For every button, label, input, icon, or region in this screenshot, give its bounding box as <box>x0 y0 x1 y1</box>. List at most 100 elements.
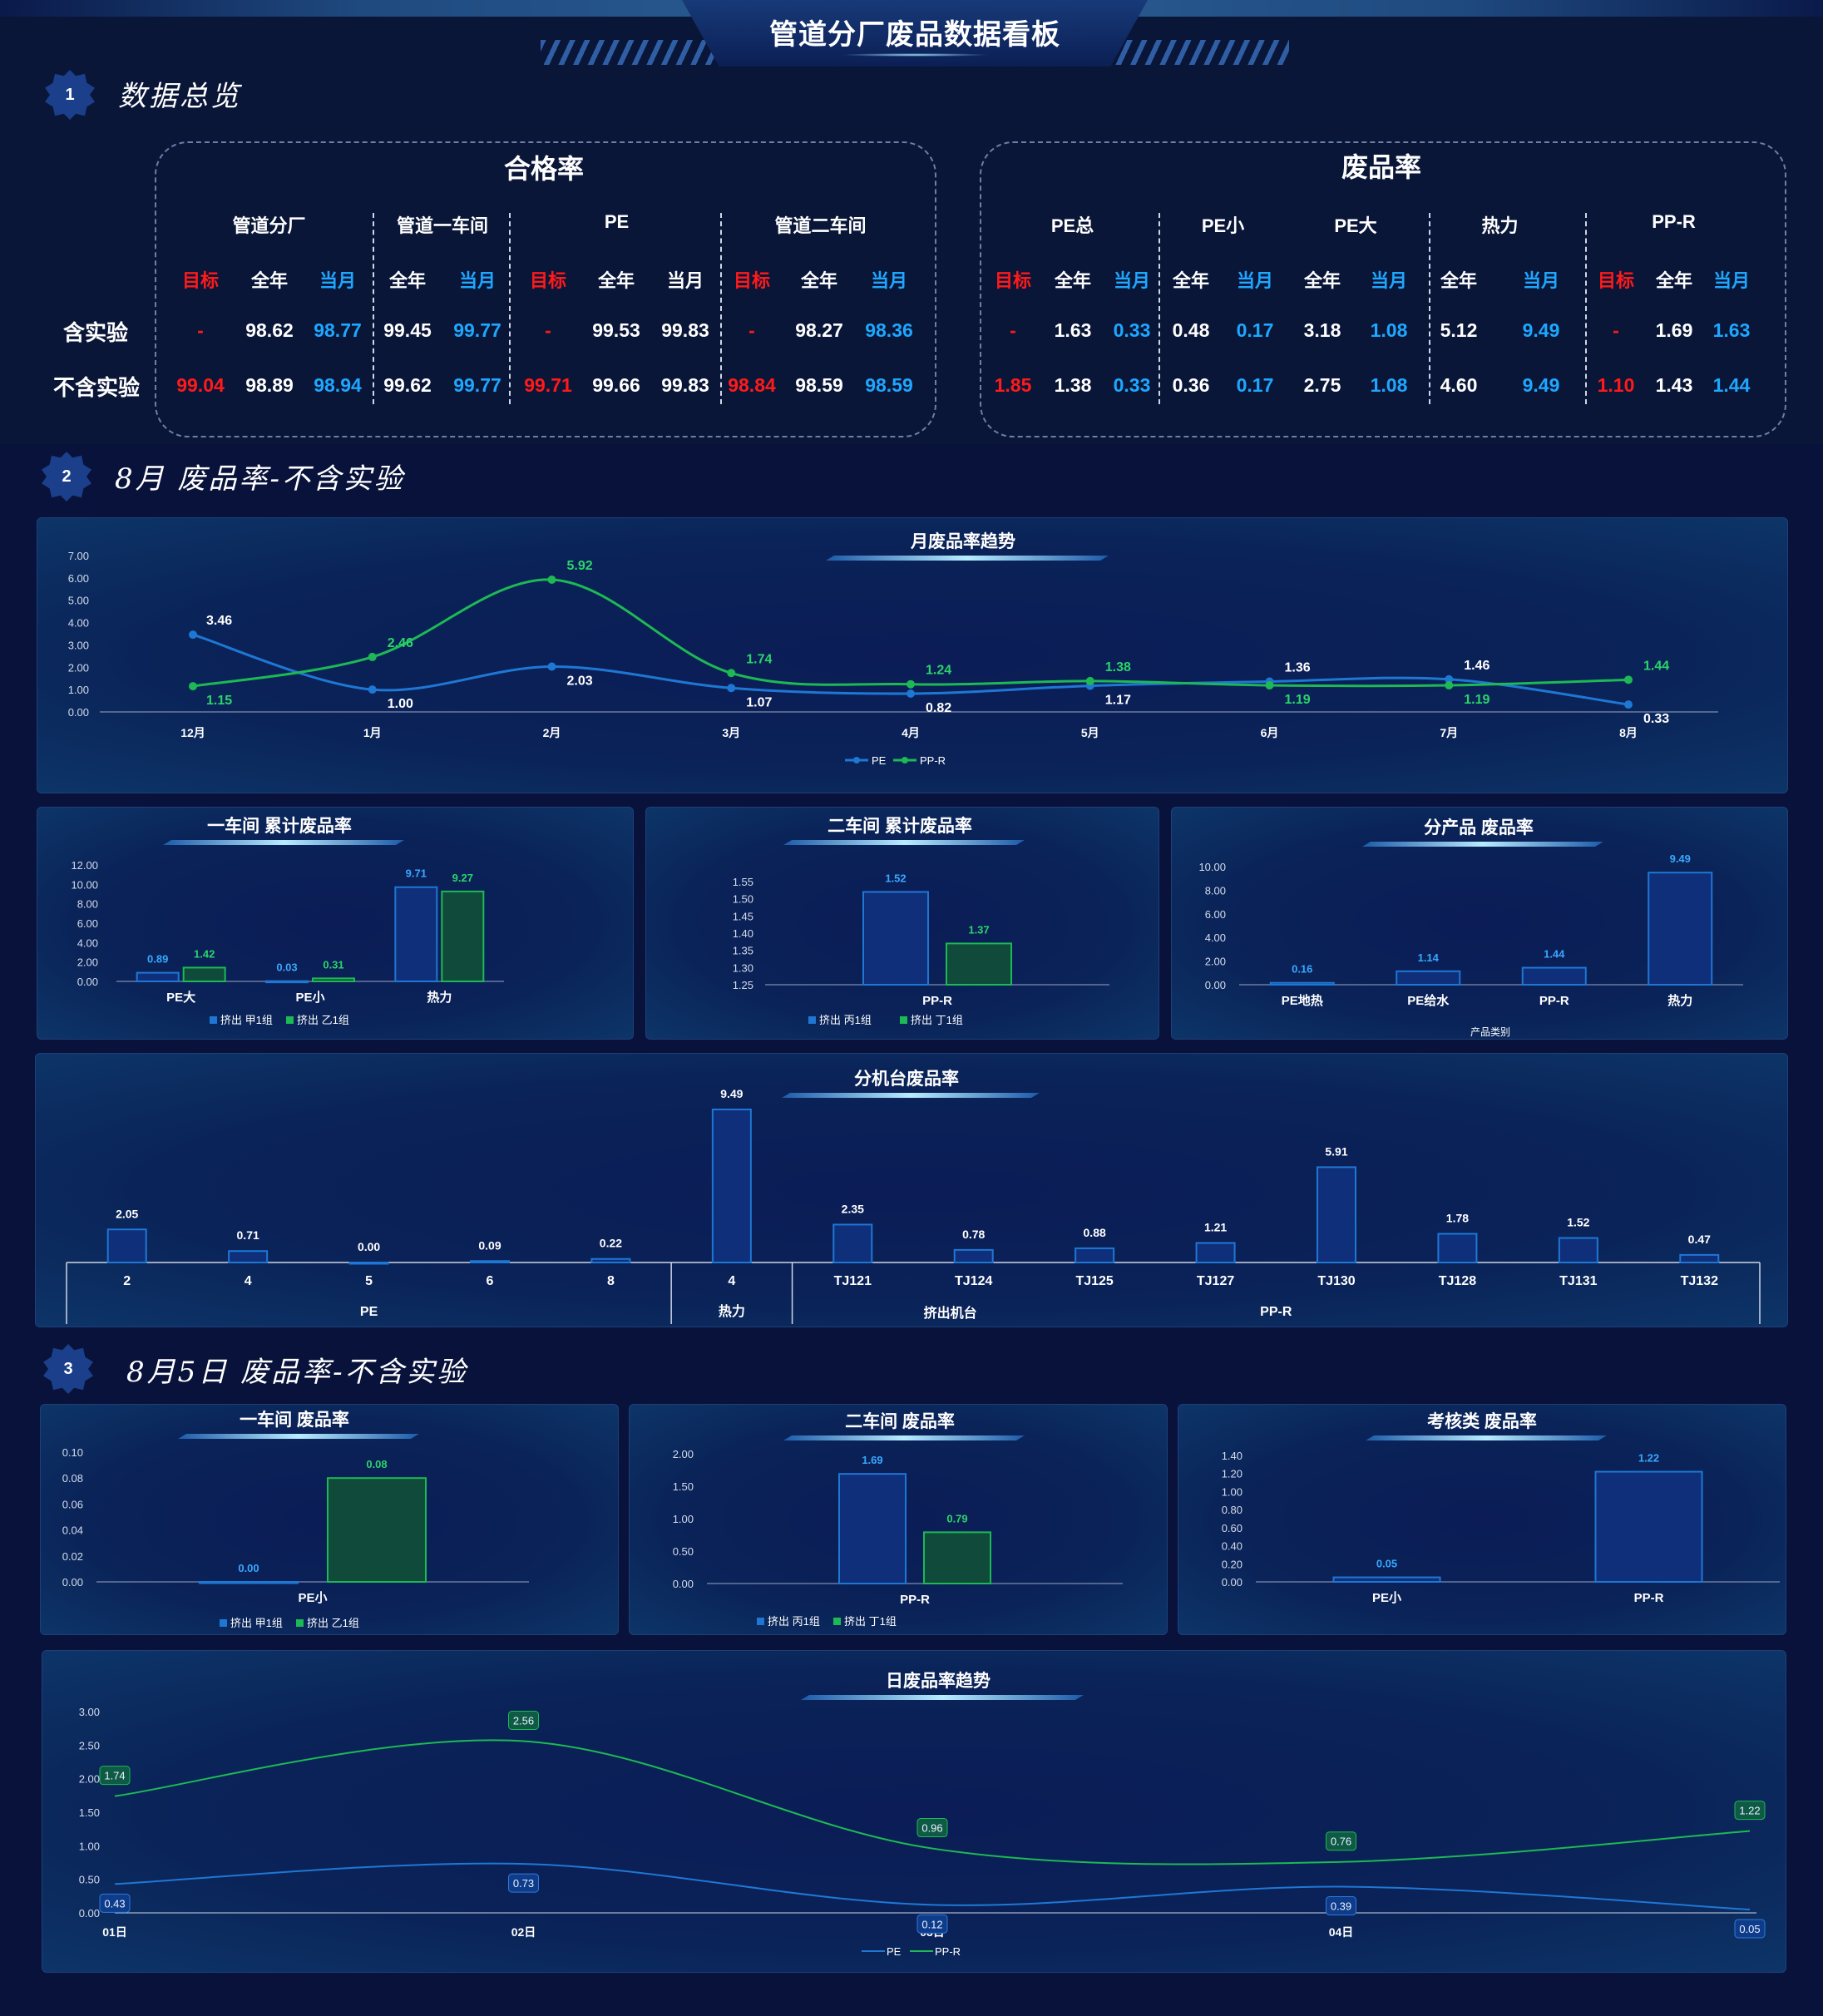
machine-xtick-9: TJ127 <box>1197 1274 1234 1288</box>
daily-label-box-PE-3 <box>1326 1896 1356 1916</box>
d_ws2-ytick-1: 0.50 <box>673 1545 694 1558</box>
monthly-point-PE-8 <box>1624 700 1633 709</box>
qualified-group-2-col-2-without-test: 99.83 <box>661 374 709 396</box>
monthly-ytick-6: 6.00 <box>68 572 89 585</box>
monthly-point-PP-R-7 <box>1445 681 1454 690</box>
daily-legend-label-PE: PE <box>887 1945 902 1958</box>
prod-ytick-4: 8.00 <box>1205 884 1226 897</box>
d_ws1-ytick-0: 0.00 <box>62 1576 83 1589</box>
scrap-group-2-col-0-without-test: 2.75 <box>1303 374 1341 396</box>
d_assess-xtick-1: PP-R <box>1634 1591 1664 1605</box>
scrap-group-2-col-1-header: 当月 <box>1370 270 1407 291</box>
daily-ytick-3: 1.50 <box>79 1806 100 1819</box>
monthly-point-PP-R-2 <box>547 576 556 585</box>
machine-xtick-0: 2 <box>123 1274 131 1288</box>
monthly-xtick-6: 6月 <box>1261 726 1279 739</box>
monthly-point-PE-1 <box>368 685 377 694</box>
qualified-group-1-col-1-without-test: 99.77 <box>453 374 501 396</box>
machine-label-2: 0.00 <box>358 1240 380 1253</box>
daily-ytick-4: 2.00 <box>79 1773 100 1786</box>
machine-chart-title: 分机台废品率 <box>854 1069 959 1089</box>
ws1-xtick-2: 热力 <box>427 990 452 1005</box>
ws1-bar-1-0 <box>182 966 226 983</box>
monthly-label-PP-R-6: 1.19 <box>1285 693 1311 707</box>
scrap-group-4-col-1-without-test: 1.43 <box>1655 374 1693 396</box>
monthly-label-PE-4: 0.82 <box>926 701 951 715</box>
daily-xtick-3: 04日 <box>1329 1925 1354 1939</box>
scrap-group-0-col-1-with-test: 1.63 <box>1054 319 1092 341</box>
ws1-bar-1-2 <box>441 890 485 982</box>
machine-label-1: 0.71 <box>237 1228 259 1242</box>
daily-label-box-PE-2 <box>916 1914 948 1934</box>
monthly-point-PP-R-0 <box>189 682 197 691</box>
scrap-group-2-col-0-with-test: 3.18 <box>1303 319 1341 341</box>
daily-line-PP-R <box>114 1739 1751 1865</box>
d_ws2-legend-label-1: 挤出 丁1组 <box>844 1615 897 1628</box>
d_ws2-legend-label-0: 挤出 丙1组 <box>768 1615 820 1628</box>
monthly-label-PE-6: 1.36 <box>1285 660 1311 674</box>
qualified-group-0-col-2-without-test: 98.94 <box>314 374 362 396</box>
qualified-group-3-col-2-with-test: 98.36 <box>865 319 913 341</box>
scrap-group-1-col-1-header: 当月 <box>1236 270 1273 291</box>
machine-chart-title-underline <box>782 1093 1040 1098</box>
prod-chart-title-underline <box>1362 842 1603 847</box>
scrap-group-0-col-2-without-test: 0.33 <box>1113 374 1151 396</box>
machine-bar-8 <box>1075 1247 1115 1264</box>
row-label-with-test: 含实验 <box>63 320 129 345</box>
ws2-bar-0-0 <box>862 891 929 986</box>
monthly-xtick-2: 2月 <box>543 726 561 739</box>
daily-xtick-1: 02日 <box>511 1925 536 1939</box>
machine-bar-5 <box>711 1109 752 1263</box>
qualified-group-3-col-2-header: 当月 <box>870 270 907 291</box>
section-1-badge: 1 <box>45 70 95 120</box>
scrap-group-0-col-0-with-test: - <box>1010 319 1016 341</box>
monthly-legend-dot-PP-R <box>902 757 908 763</box>
d_ws2-ytick-0: 0.00 <box>673 1578 694 1590</box>
title-decoration-right <box>1098 40 1289 65</box>
qualified-group-1-col-0-header: 全年 <box>388 270 426 291</box>
d_ws1-ytick-1: 0.02 <box>62 1550 83 1563</box>
monthly-chart-title-underline <box>826 556 1109 561</box>
prod-label-0-0: 0.16 <box>1292 963 1312 976</box>
daily-label-PE-0: 0.43 <box>104 1897 125 1910</box>
scrap-separator-0 <box>1159 213 1160 404</box>
title-decoration-left <box>541 40 732 65</box>
d_ws1-legend-swatch-1 <box>296 1619 304 1627</box>
machine-label-12: 1.52 <box>1567 1216 1589 1229</box>
monthly-label-PE-1: 1.00 <box>388 697 413 711</box>
daily-label-box-PE-4 <box>1734 1919 1766 1939</box>
scrap-group-1-col-0-header: 全年 <box>1172 270 1209 291</box>
ws1-bar-0-1 <box>265 980 309 984</box>
machine-group-2: PP-R <box>1260 1305 1292 1319</box>
qualified-group-0-col-1-with-test: 98.62 <box>245 319 294 341</box>
daily-label-PE-1: 0.73 <box>513 1877 534 1890</box>
d_assess-ytick-3: 0.60 <box>1222 1522 1243 1534</box>
prod-ytick-1: 2.00 <box>1205 956 1226 968</box>
machine-xtick-3: 6 <box>487 1274 494 1288</box>
qualified-group-1-name: 管道一车间 <box>396 215 488 236</box>
monthly-label-PP-R-5: 1.38 <box>1105 660 1131 674</box>
qualified-group-0-col-0-header: 目标 <box>181 270 219 291</box>
scrap-group-2-col-1-with-test: 1.08 <box>1370 319 1408 341</box>
d_assess-ytick-1: 0.20 <box>1222 1558 1243 1570</box>
d_assess-label-0-1: 1.22 <box>1638 1452 1659 1465</box>
monthly-trend-panel <box>37 517 1788 793</box>
prod-ytick-5: 10.00 <box>1198 861 1226 873</box>
scrap-group-1-col-1-without-test: 0.17 <box>1236 374 1274 396</box>
prod-xtick-2: PP-R <box>1539 994 1569 1008</box>
scrap-group-4-col-2-without-test: 1.44 <box>1712 374 1751 396</box>
scrap-group-2-col-0-header: 全年 <box>1303 270 1341 291</box>
daily-chart-title: 日废品率趋势 <box>886 1671 991 1691</box>
monthly-point-PE-4 <box>907 689 915 698</box>
ws1-chart-title-underline <box>163 840 404 845</box>
daily-label-PP-R-3: 0.76 <box>1331 1836 1351 1848</box>
daily-ytick-6: 3.00 <box>79 1706 100 1718</box>
machine-xtick-2: 5 <box>365 1274 373 1288</box>
monthly-point-PP-R-8 <box>1624 675 1633 684</box>
daily-label-PP-R-2: 0.96 <box>921 1822 942 1835</box>
monthly-point-PP-R-1 <box>368 652 377 661</box>
d_assess-xtick-0: PE小 <box>1372 1591 1401 1605</box>
machine-xtick-5: 4 <box>728 1274 735 1288</box>
qualified-separator-0 <box>373 213 374 404</box>
machine-bar-2 <box>348 1262 389 1265</box>
